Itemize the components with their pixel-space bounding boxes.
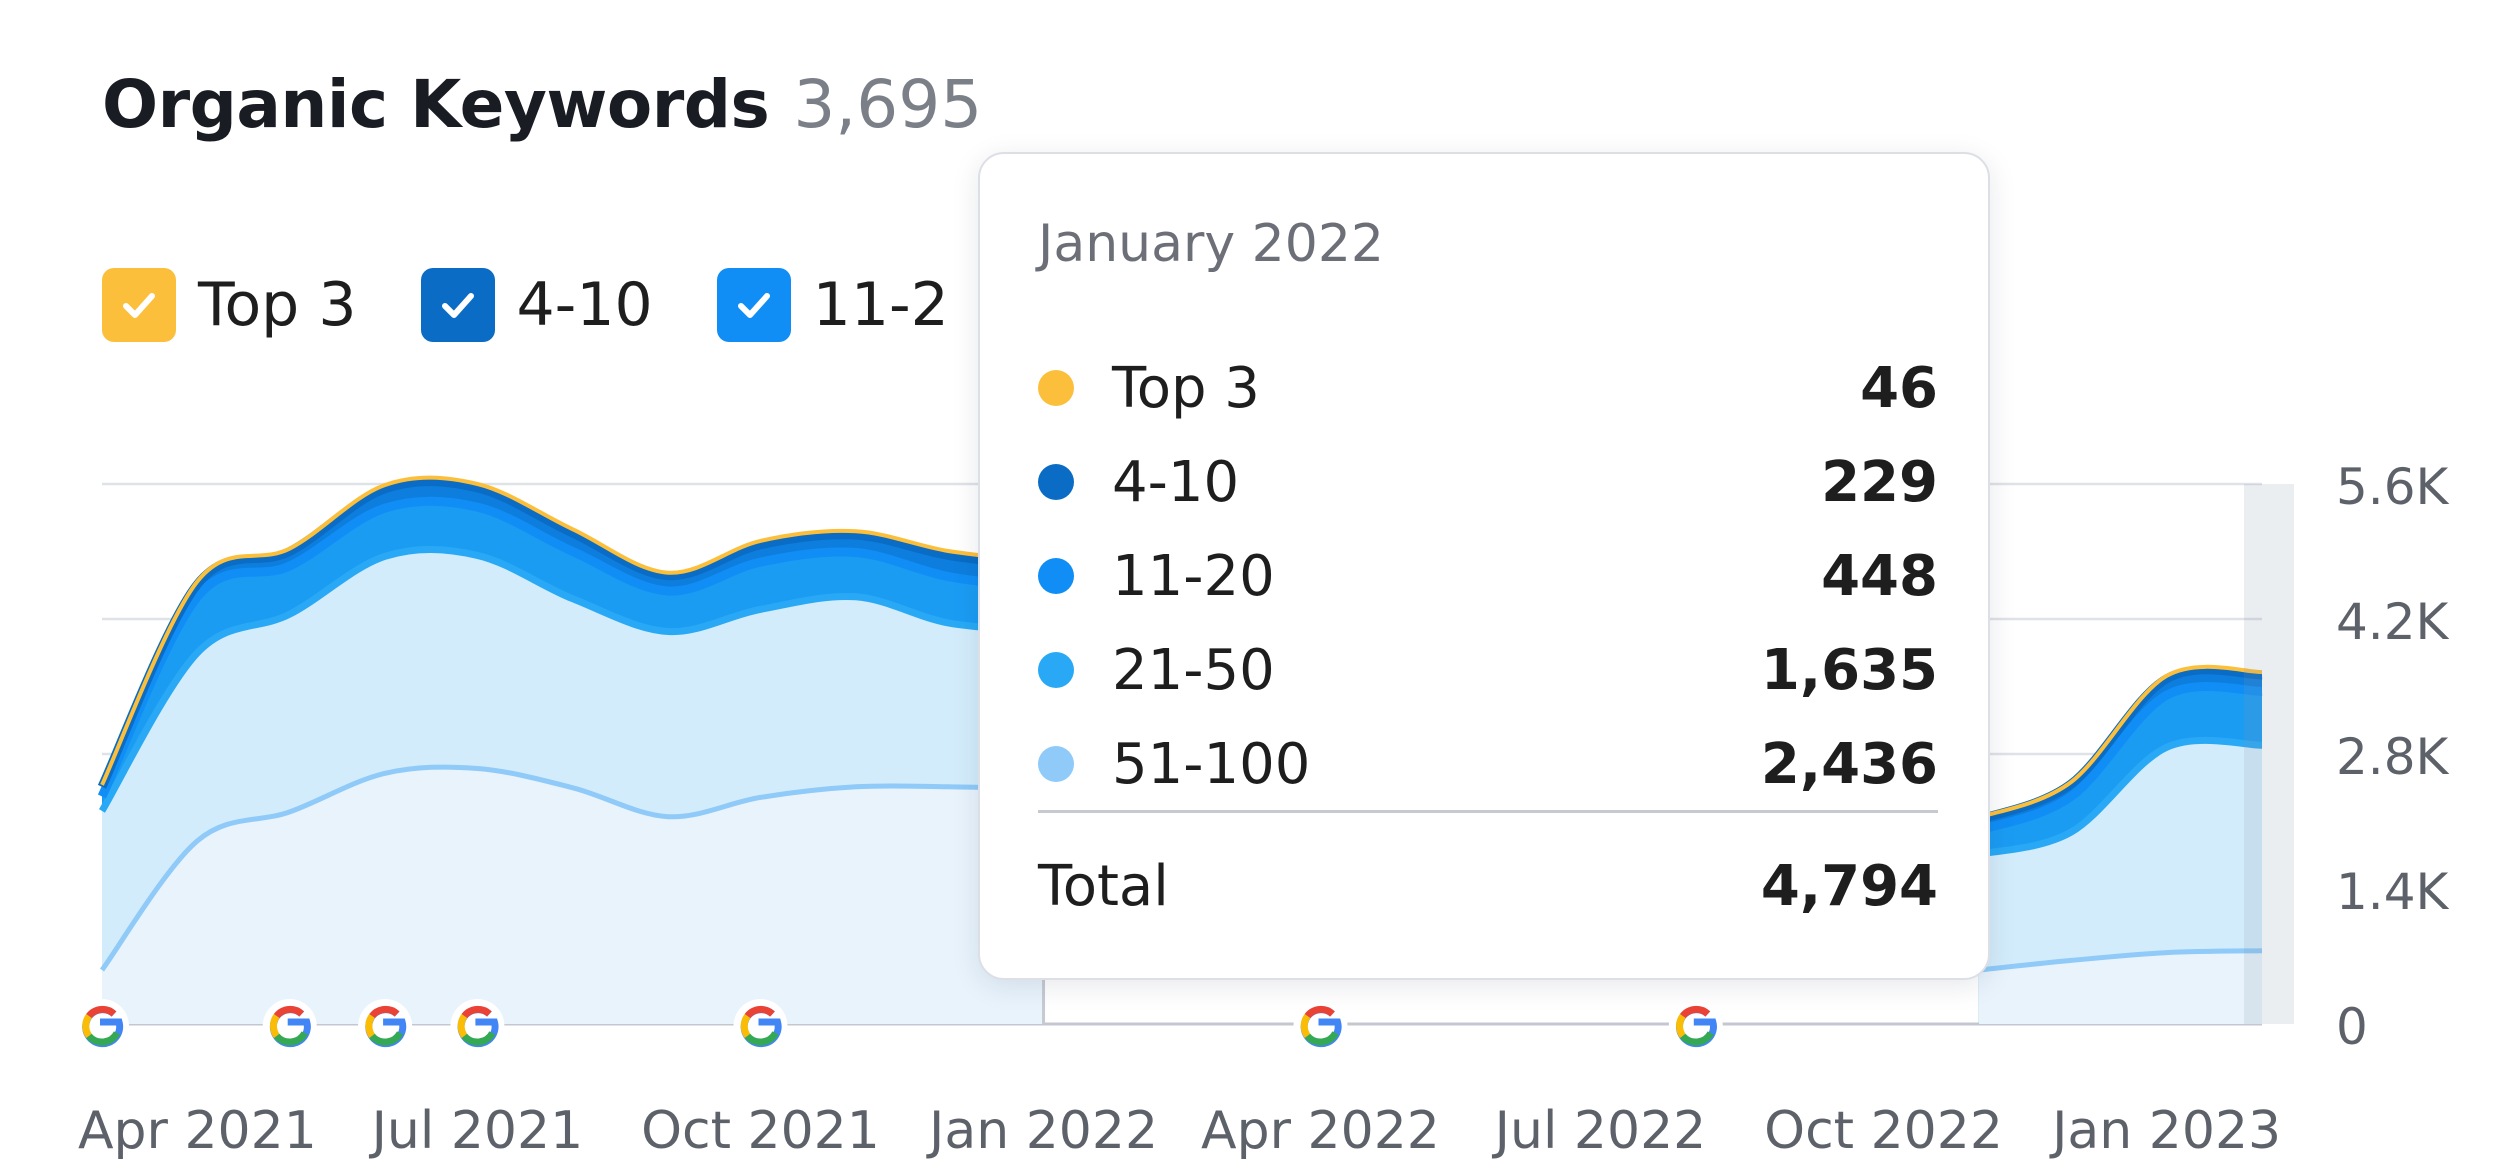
google-stroke bbox=[365, 1013, 376, 1039]
tooltip-total-value: 4,794 bbox=[1760, 853, 1938, 919]
x-tick-label: Apr 2021 bbox=[78, 1101, 317, 1161]
hover-tooltip: January 2022 Top 3 46 4-10 229 11-20 448… bbox=[978, 152, 1990, 980]
google-update-icon bbox=[262, 999, 317, 1053]
legend-item-4-10[interactable]: 4-10 bbox=[420, 268, 653, 342]
legend-label: 11-2 bbox=[812, 270, 949, 340]
tooltip-row-label: 4-10 bbox=[1112, 449, 1240, 515]
google-stroke bbox=[457, 1013, 468, 1039]
checkbox-11-20[interactable] bbox=[716, 268, 791, 342]
tooltip-date: January 2022 bbox=[1038, 214, 1384, 274]
google-stroke bbox=[369, 1005, 400, 1019]
tooltip-total-row: Total 4,794 bbox=[1038, 846, 1938, 926]
google-stroke bbox=[1676, 1013, 1686, 1039]
keyword-count: 3,695 bbox=[793, 66, 983, 143]
tooltip-row-value: 2,436 bbox=[1760, 731, 1938, 797]
legend-item-11-20[interactable]: 11-2 bbox=[716, 268, 949, 342]
google-update-icon bbox=[1668, 999, 1723, 1053]
x-tick-label: Jul 2021 bbox=[369, 1101, 584, 1161]
y-tick-label: 1.4K bbox=[2336, 863, 2450, 921]
google-stroke bbox=[270, 1013, 280, 1039]
tooltip-divider bbox=[1038, 810, 1938, 813]
series-line-11-20 bbox=[97, 496, 1045, 799]
widget-title: Organic Keywords bbox=[102, 66, 770, 143]
area-51-100 bbox=[102, 767, 1044, 1024]
google-update-icon bbox=[450, 999, 505, 1053]
google-stroke bbox=[273, 1005, 305, 1019]
google-stroke bbox=[1680, 1031, 1714, 1046]
tooltip-row-value: 46 bbox=[1860, 355, 1938, 421]
series-line-4-10 bbox=[97, 477, 1045, 789]
widget-header: Organic Keywords 3,695 bbox=[102, 66, 982, 143]
series-line-21-50 bbox=[99, 546, 1044, 813]
tooltip-row-label: 11-20 bbox=[1112, 543, 1275, 609]
tooltip-row-value: 448 bbox=[1821, 543, 1938, 609]
google-update-icon bbox=[733, 999, 788, 1053]
series-line-51-100 bbox=[99, 764, 1044, 972]
x-tick-label: Jan 2022 bbox=[926, 1101, 1158, 1161]
x-tick-label: Oct 2021 bbox=[641, 1101, 880, 1161]
tooltip-row-51-100: 51-100 2,436 bbox=[1038, 724, 1938, 804]
google-update-icon bbox=[358, 999, 413, 1053]
google-update-icon bbox=[75, 999, 129, 1053]
legend-item-top3[interactable]: Top 3 bbox=[102, 268, 357, 342]
y-tick-label: 2.8K bbox=[2336, 728, 2450, 786]
tooltip-row-21-50: 21-50 1,635 bbox=[1038, 630, 1938, 710]
google-stroke bbox=[86, 1031, 121, 1046]
series-line-Top 3 bbox=[1978, 664, 2263, 820]
google-stroke bbox=[461, 1031, 496, 1046]
series-dot-icon bbox=[1038, 652, 1074, 688]
x-tick-label: Oct 2022 bbox=[1764, 1101, 2003, 1161]
google-stroke bbox=[1300, 1013, 1311, 1039]
google-stroke bbox=[1304, 1005, 1335, 1019]
google-stroke bbox=[82, 1013, 92, 1039]
x-tick-label: Jan 2023 bbox=[2049, 1101, 2281, 1161]
y-tick-label: 5.6K bbox=[2336, 458, 2450, 516]
area-51-100 bbox=[1978, 950, 2262, 1024]
series-dot-icon bbox=[1038, 370, 1074, 406]
google-stroke bbox=[274, 1031, 308, 1046]
tooltip-row-value: 229 bbox=[1821, 449, 1938, 515]
google-stroke bbox=[369, 1031, 404, 1046]
google-stroke bbox=[744, 1031, 779, 1046]
checkbox-4-10[interactable] bbox=[420, 268, 495, 342]
checkbox-top3[interactable] bbox=[102, 268, 176, 342]
series-line-Top 3 bbox=[100, 475, 1044, 786]
google-update-icon bbox=[1293, 999, 1348, 1053]
google-stroke bbox=[740, 1013, 751, 1039]
series-line-51-100 bbox=[1978, 948, 2263, 973]
tooltip-row-label: Top 3 bbox=[1112, 355, 1260, 421]
series-dot-icon bbox=[1038, 464, 1074, 500]
google-stroke bbox=[744, 1005, 775, 1019]
y-tick-label: 0 bbox=[2336, 998, 2368, 1056]
latest-period-band bbox=[2244, 484, 2294, 1024]
y-tick-label: 4.2K bbox=[2336, 593, 2450, 651]
legend-label: 4-10 bbox=[516, 270, 653, 340]
google-stroke bbox=[461, 1005, 492, 1019]
x-tick-label: Apr 2022 bbox=[1201, 1101, 1440, 1161]
series-dot-icon bbox=[1038, 558, 1074, 594]
google-stroke bbox=[86, 1005, 117, 1019]
series-line-11-20 bbox=[1977, 681, 2263, 835]
tooltip-row-top3: Top 3 46 bbox=[1038, 348, 1938, 428]
legend: Top 3 4-10 11-2 bbox=[102, 268, 949, 342]
tooltip-total-label: Total bbox=[1038, 853, 1169, 919]
series-dot-icon bbox=[1038, 746, 1074, 782]
series-line-21-50 bbox=[1978, 736, 2263, 858]
x-tick-label: Jul 2022 bbox=[1492, 1101, 1707, 1161]
google-stroke bbox=[1304, 1031, 1339, 1046]
tooltip-row-label: 21-50 bbox=[1112, 637, 1275, 703]
legend-label: Top 3 bbox=[198, 270, 357, 340]
tooltip-row-4-10: 4-10 229 bbox=[1038, 442, 1938, 522]
tooltip-row-11-20: 11-20 448 bbox=[1038, 536, 1938, 616]
tooltip-row-value: 1,635 bbox=[1760, 637, 1938, 703]
google-stroke bbox=[1680, 1005, 1711, 1019]
tooltip-row-label: 51-100 bbox=[1112, 731, 1311, 797]
